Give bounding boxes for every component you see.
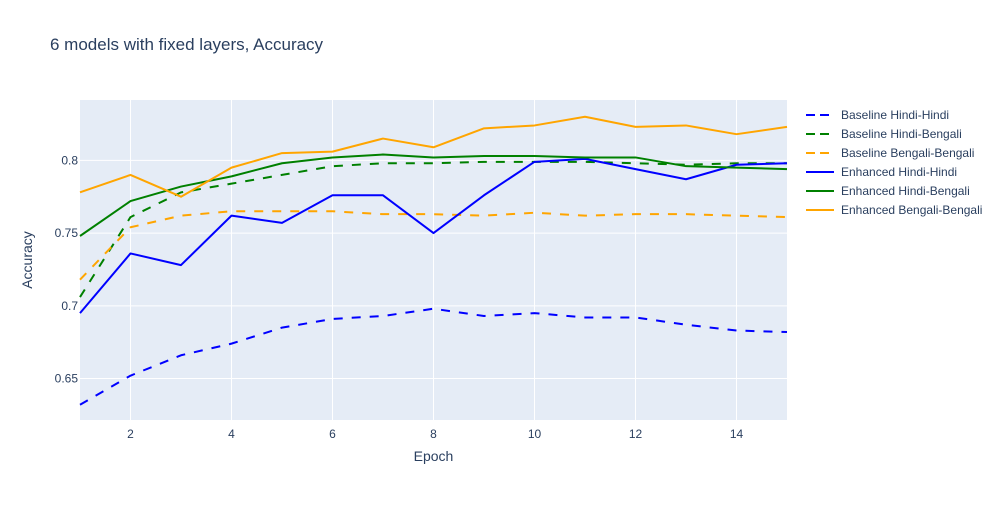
legend-item[interactable]: Enhanced Bengali-Bengali [806, 203, 982, 217]
legend-label: Enhanced Hindi-Bengali [841, 184, 970, 198]
x-tick-label: 14 [730, 427, 744, 441]
chart-title: 6 models with fixed layers, Accuracy [50, 35, 324, 54]
x-tick-label: 8 [430, 427, 437, 441]
legend-item[interactable]: Enhanced Hindi-Bengali [806, 184, 970, 198]
legend-item[interactable]: Enhanced Hindi-Hindi [806, 165, 957, 179]
y-tick-label: 0.7 [61, 299, 78, 313]
series-line-baseline-bengali-bengali [79, 210, 788, 281]
series-line-baseline-hindi-hindi [79, 307, 788, 406]
y-tick-labels: 0.65 0.7 0.75 0.8 [55, 153, 79, 385]
legend[interactable]: Baseline Hindi-Hindi Baseline Hindi-Benga… [806, 108, 982, 217]
series-line-enhanced-hindi-bengali [79, 153, 788, 237]
series-line-enhanced-bengali-bengali [79, 115, 788, 198]
x-tick-label: 6 [329, 427, 336, 441]
legend-label: Baseline Bengali-Bengali [841, 146, 974, 160]
x-tick-label: 4 [228, 427, 235, 441]
x-tick-label: 12 [629, 427, 643, 441]
y-tick-label: 0.8 [61, 153, 78, 167]
x-tick-label: 10 [528, 427, 542, 441]
x-tick-label: 2 [127, 427, 134, 441]
legend-item[interactable]: Baseline Hindi-Hindi [806, 108, 949, 122]
legend-label: Enhanced Bengali-Bengali [841, 203, 982, 217]
legend-item[interactable]: Baseline Hindi-Bengali [806, 127, 962, 141]
legend-label: Baseline Hindi-Bengali [841, 127, 962, 141]
x-tick-labels: 2 4 6 8 10 12 14 [127, 427, 743, 441]
series-line-baseline-hindi-bengali [79, 160, 787, 298]
series-line-enhanced-hindi-hindi [79, 157, 788, 314]
x-axis-title: Epoch [414, 448, 454, 464]
series-layer [79, 115, 788, 406]
legend-item[interactable]: Baseline Bengali-Bengali [806, 146, 974, 160]
y-axis-title: Accuracy [19, 231, 35, 289]
legend-label: Baseline Hindi-Hindi [841, 108, 949, 122]
legend-label: Enhanced Hindi-Hindi [841, 165, 957, 179]
y-tick-label: 0.65 [55, 372, 79, 386]
y-tick-label: 0.75 [55, 226, 79, 240]
